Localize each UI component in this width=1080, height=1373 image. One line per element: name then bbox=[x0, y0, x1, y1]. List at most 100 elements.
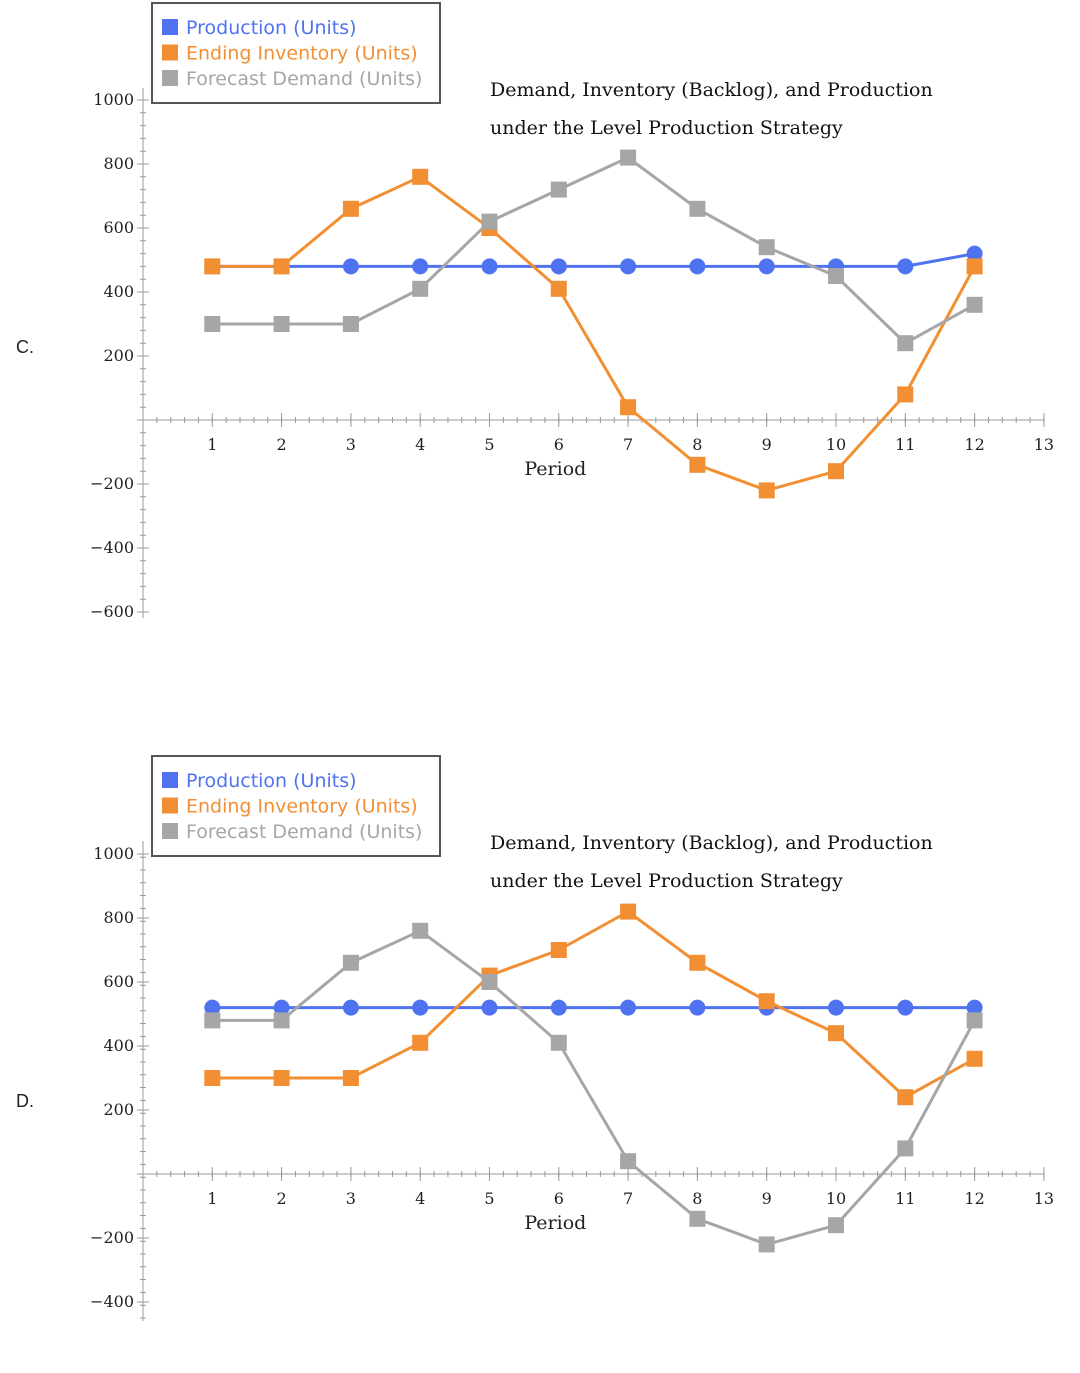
data-point bbox=[689, 1210, 706, 1227]
x-tick-label: 6 bbox=[554, 435, 564, 454]
data-point bbox=[689, 258, 706, 275]
data-point bbox=[897, 1140, 914, 1157]
data-point bbox=[828, 999, 844, 1016]
series-line bbox=[212, 252, 975, 268]
data-point bbox=[342, 316, 359, 332]
legend-entry: Ending Inventory (Units) bbox=[186, 43, 418, 65]
x-tick-label: 1 bbox=[207, 1189, 217, 1208]
data-point bbox=[550, 942, 567, 958]
chart-title-line: under the Level Production Strategy bbox=[490, 870, 843, 892]
x-tick-label: 13 bbox=[1034, 1189, 1054, 1208]
option-label-c: C. bbox=[16, 337, 34, 357]
data-point bbox=[966, 296, 983, 313]
data-point bbox=[204, 1012, 221, 1029]
data-point bbox=[550, 280, 567, 297]
legend-swatch bbox=[162, 19, 178, 35]
y-tick-label: −400 bbox=[90, 1292, 134, 1311]
data-point bbox=[342, 200, 359, 217]
data-point bbox=[897, 258, 914, 275]
data-point bbox=[758, 482, 775, 499]
legend-entry: Forecast Demand (Units) bbox=[186, 68, 422, 90]
x-tick-label: 1 bbox=[207, 435, 217, 454]
data-point bbox=[620, 1153, 637, 1170]
data-point bbox=[550, 181, 567, 198]
data-point bbox=[412, 1034, 429, 1051]
x-tick-label: 12 bbox=[964, 1189, 984, 1208]
data-point bbox=[412, 922, 429, 939]
x-tick-label: 3 bbox=[346, 1189, 356, 1208]
y-tick-label: 200 bbox=[103, 346, 134, 365]
x-tick-label: 5 bbox=[484, 1189, 494, 1208]
data-point bbox=[273, 999, 290, 1016]
x-tick-label: 10 bbox=[826, 435, 846, 454]
x-tick-label: 13 bbox=[1034, 435, 1054, 454]
data-point bbox=[897, 335, 914, 352]
y-tick-label: 800 bbox=[103, 908, 134, 927]
data-point bbox=[620, 149, 637, 166]
y-tick-label: 1000 bbox=[93, 844, 134, 863]
y-tick-label: 800 bbox=[103, 154, 134, 173]
data-point bbox=[966, 245, 983, 262]
data-point bbox=[620, 258, 637, 275]
x-tick-label: 12 bbox=[964, 435, 984, 454]
data-point bbox=[550, 1034, 567, 1051]
data-point bbox=[481, 258, 498, 275]
x-tick-label: 6 bbox=[554, 1189, 564, 1208]
data-point bbox=[342, 1070, 359, 1086]
data-point bbox=[828, 268, 844, 284]
legend-swatch bbox=[162, 823, 178, 839]
chart-title-line: under the Level Production Strategy bbox=[490, 117, 843, 139]
x-axis-label: Period bbox=[524, 458, 586, 480]
legend-swatch bbox=[162, 772, 178, 788]
data-point bbox=[412, 168, 429, 185]
x-tick-label: 4 bbox=[415, 435, 425, 454]
data-point bbox=[550, 999, 567, 1016]
data-point bbox=[758, 239, 775, 256]
data-point bbox=[966, 258, 983, 275]
legend-entry: Ending Inventory (Units) bbox=[186, 796, 418, 818]
data-point bbox=[412, 999, 429, 1016]
data-point bbox=[620, 999, 637, 1016]
series-line bbox=[212, 929, 976, 1246]
option-label-d: D. bbox=[16, 1091, 34, 1111]
chart-title-line: Demand, Inventory (Backlog), and Product… bbox=[490, 832, 933, 854]
x-tick-label: 10 bbox=[826, 1189, 846, 1208]
x-tick-label: 11 bbox=[895, 1189, 915, 1208]
data-point bbox=[342, 954, 359, 971]
data-point bbox=[758, 1236, 775, 1253]
y-tick-label: 600 bbox=[103, 218, 134, 237]
x-tick-label: 8 bbox=[692, 435, 702, 454]
chart-title-line: Demand, Inventory (Backlog), and Product… bbox=[490, 79, 933, 101]
legend-entry: Production (Units) bbox=[186, 17, 357, 39]
data-point bbox=[689, 999, 706, 1016]
data-point bbox=[689, 456, 706, 473]
legend-entry: Forecast Demand (Units) bbox=[186, 821, 422, 843]
data-point bbox=[758, 993, 775, 1010]
y-tick-label: −200 bbox=[90, 474, 134, 493]
y-tick-label: −400 bbox=[90, 538, 134, 557]
x-tick-label: 8 bbox=[692, 1189, 702, 1208]
y-tick-label: 600 bbox=[103, 972, 134, 991]
x-tick-label: 2 bbox=[277, 1189, 287, 1208]
series-line bbox=[212, 175, 976, 492]
data-point bbox=[481, 213, 498, 230]
legend-entry: Production (Units) bbox=[186, 770, 357, 792]
series-line bbox=[212, 909, 976, 1100]
data-point bbox=[550, 258, 567, 275]
data-point bbox=[273, 316, 290, 332]
data-point bbox=[620, 399, 637, 416]
x-tick-label: 7 bbox=[623, 1189, 633, 1208]
data-point bbox=[897, 386, 914, 403]
data-point bbox=[412, 258, 429, 275]
data-point bbox=[481, 974, 498, 990]
data-point bbox=[412, 280, 429, 297]
data-point bbox=[204, 1070, 221, 1086]
data-point bbox=[204, 999, 221, 1016]
data-point bbox=[897, 999, 914, 1016]
x-tick-label: 5 bbox=[484, 435, 494, 454]
data-point bbox=[689, 954, 706, 971]
legend-swatch bbox=[162, 797, 178, 814]
x-tick-label: 2 bbox=[277, 435, 287, 454]
